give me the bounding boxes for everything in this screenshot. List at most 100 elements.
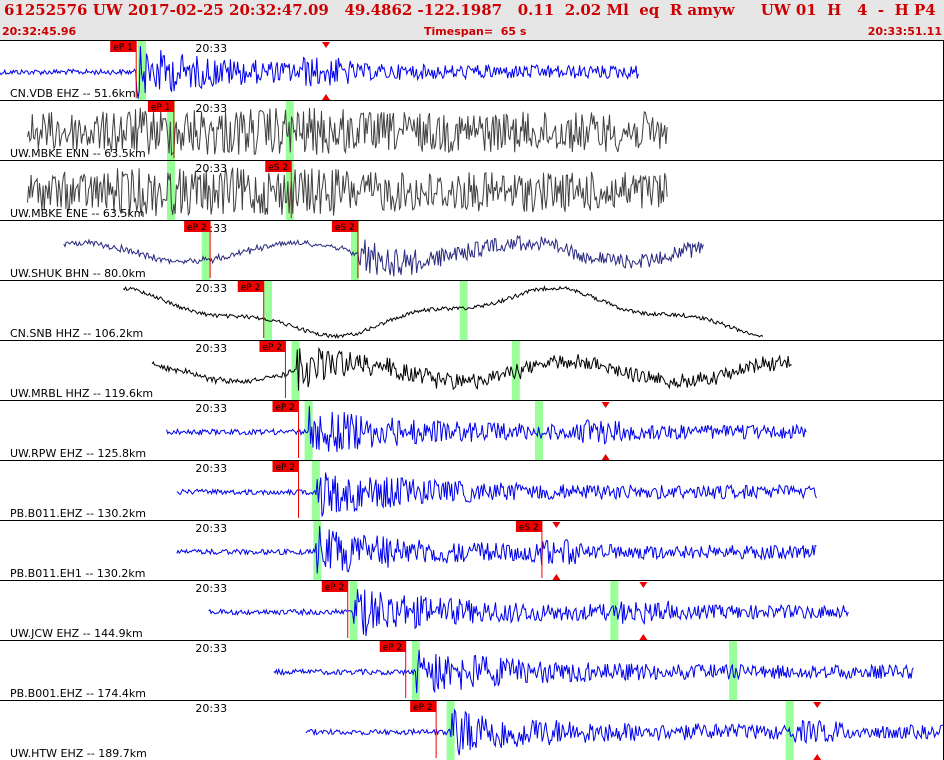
arrival-window: [411, 641, 420, 700]
pick-label: eP 2: [275, 403, 295, 413]
arrival-window: [264, 281, 273, 340]
pick-label: eS 2: [268, 163, 288, 173]
waveform-trace: [176, 525, 817, 574]
trace-panel: 20:33 eP 2 PB.B011.EHZ -- 130.2km: [0, 460, 944, 520]
pick-triangle-bottom: [639, 634, 648, 640]
trace-panel: 20:33 eP 2 UW.HTW EHZ -- 189.7km: [0, 700, 944, 760]
station-label: PB.B011.EHZ -- 130.2km: [10, 507, 146, 520]
pick-label: eP 2: [275, 463, 295, 473]
pick-label: eP 2: [325, 583, 345, 593]
arrival-window: [285, 161, 294, 220]
station-label: PB.B011.EH1 -- 130.2km: [10, 567, 145, 580]
arrival-window: [446, 701, 455, 760]
pick-triangle-top: [813, 702, 822, 708]
pick-flag: [331, 221, 358, 232]
station-label: PB.B001.EHZ -- 174.4km: [10, 687, 146, 700]
waveform-trace: [63, 234, 704, 277]
waveform-trace: [27, 167, 668, 217]
pick-triangle-bottom: [552, 574, 561, 580]
arrival-window: [291, 341, 300, 400]
trace-panel: 20:33 eP 2 UW.RPW EHZ -- 125.8km: [0, 400, 944, 460]
waveform-trace: [273, 649, 914, 694]
pick-label: eP 2: [413, 703, 433, 713]
pick-triangle-bottom: [601, 454, 610, 460]
start-time: 20:32:45.96: [2, 25, 77, 38]
station-label: UW.MBKE ENN -- 63.5km: [10, 147, 146, 160]
pick-flag: [147, 101, 174, 112]
waveform-trace: [27, 107, 668, 157]
pick-flag: [515, 521, 542, 532]
time-marker-label: 20:33: [195, 102, 227, 115]
pick-flag: [237, 281, 264, 292]
arrival-window: [350, 221, 359, 280]
pick-triangle-top: [322, 42, 331, 48]
pick-triangle-top: [639, 582, 648, 588]
time-marker-label: 20:33: [195, 582, 227, 595]
pick-flag: [272, 401, 299, 412]
pick-triangle-bottom: [813, 754, 822, 760]
trace-panel: 20:33 eS 2 UW.MBKE ENE -- 63.5km: [0, 160, 944, 220]
waveform-panels: 20:33 eP 1 CN.VDB EHZ -- 51.6km 20:33 eP 1 UW…: [0, 40, 944, 760]
pick-flag: [272, 461, 299, 472]
pick-triangle-top: [601, 402, 610, 408]
end-time: 20:33:51.11: [867, 25, 942, 38]
time-marker-label: 20:33: [195, 642, 227, 655]
waveform-trace: [166, 406, 807, 453]
trace-panel: 20:33 eS 2 PB.B011.EH1 -- 130.2km: [0, 520, 944, 580]
time-marker-label: 20:33: [195, 462, 227, 475]
event-header: 61252576 UW 2017-02-25 20:32:47.09 49.48…: [0, 0, 944, 40]
pick-label: eS 2: [335, 223, 355, 233]
pick-flag: [321, 581, 348, 592]
station-label: UW.HTW EHZ -- 189.7km: [10, 747, 147, 760]
time-marker-label: 20:33: [195, 42, 227, 55]
pick-flag: [259, 341, 286, 352]
arrival-window: [610, 581, 619, 640]
time-marker-label: 20:33: [195, 162, 227, 175]
waveform-trace: [0, 46, 639, 99]
timespan-label: Timespan= 65 s: [424, 25, 527, 38]
trace-panel: 20:33 eP 2 PB.B001.EHZ -- 174.4km: [0, 640, 944, 700]
arrival-window: [201, 221, 210, 280]
time-marker-label: 20:33: [195, 522, 227, 535]
trace-panel: 20:33 eP 1 CN.VDB EHZ -- 51.6km: [0, 40, 944, 100]
pick-label: eS 2: [519, 523, 539, 533]
station-label: UW.SHUK BHN -- 80.0km: [10, 267, 146, 280]
pick-label: eP 1: [113, 43, 133, 53]
station-label: UW.MBKE ENE -- 63.5km: [10, 207, 145, 220]
pick-label: eP 1: [151, 103, 171, 113]
arrival-window: [349, 581, 358, 640]
pick-flag: [110, 41, 137, 52]
pick-flag: [184, 221, 211, 232]
pick-flag: [265, 161, 292, 172]
waveform-trace: [305, 708, 943, 756]
pick-label: eP 2: [241, 283, 261, 293]
pick-triangle-top: [552, 522, 561, 528]
arrival-window: [137, 41, 146, 100]
waveform-trace: [122, 285, 764, 339]
pick-triangle-bottom: [322, 94, 331, 100]
pick-flag: [410, 701, 437, 712]
pick-flag: [379, 641, 406, 652]
time-marker-label: 20:33: [195, 282, 227, 295]
trace-panel: 20:33 eP 2 CN.SNB HHZ -- 106.2km: [0, 280, 944, 340]
trace-panel: 20:33 eP 1 UW.MBKE ENN -- 63.5km: [0, 100, 944, 160]
arrival-window: [313, 521, 322, 580]
event-title: 61252576 UW 2017-02-25 20:32:47.09 49.48…: [4, 1, 944, 19]
time-marker-label: 20:33: [195, 402, 227, 415]
time-marker-label: 20:33: [195, 342, 227, 355]
trace-panel: 20:33 eP 2 UW.JCW EHZ -- 144.9km: [0, 580, 944, 640]
waveform-trace: [208, 589, 849, 637]
station-label: UW.RPW EHZ -- 125.8km: [10, 447, 146, 460]
arrival-window: [459, 281, 468, 340]
waveform-trace: [176, 472, 817, 517]
station-label: CN.VDB EHZ -- 51.6km: [10, 87, 136, 100]
pick-label: eP 2: [383, 643, 403, 653]
waveform-trace: [151, 346, 792, 391]
station-label: UW.JCW EHZ -- 144.9km: [10, 627, 143, 640]
station-label: UW.MRBL HHZ -- 119.6km: [10, 387, 153, 400]
trace-panel: 20:33 eP 2 UW.MRBL HHZ -- 119.6km: [0, 340, 944, 400]
pick-label: eP 2: [187, 223, 207, 233]
pick-label: eP 2: [262, 343, 282, 353]
